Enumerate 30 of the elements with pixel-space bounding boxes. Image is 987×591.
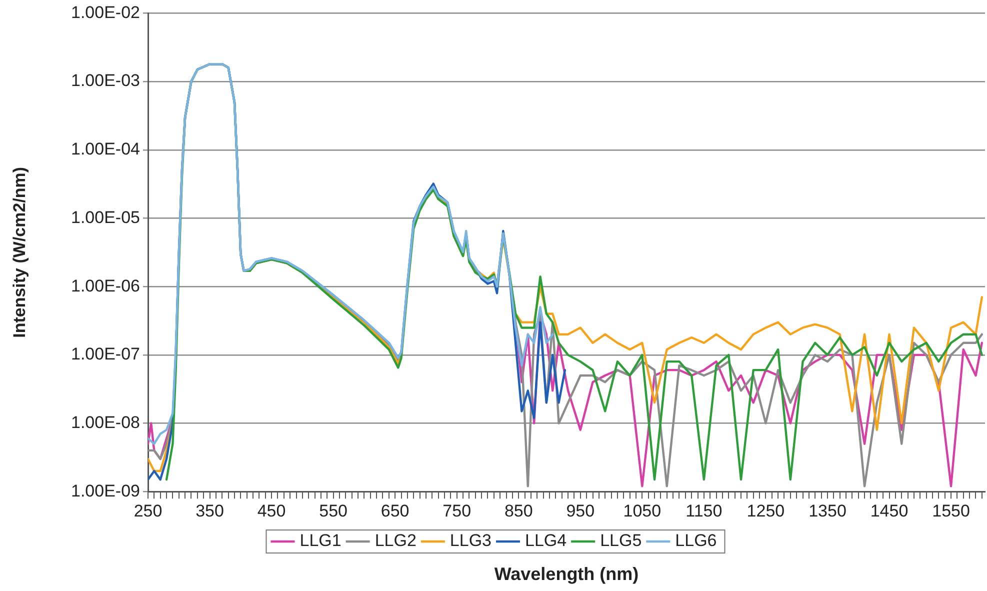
x-tick-label: 1350 — [808, 501, 846, 520]
x-tick-label: 550 — [319, 501, 348, 520]
x-tick-label: 1550 — [932, 501, 970, 520]
x-tick-label: 950 — [566, 501, 595, 520]
legend-label: LLG3 — [450, 531, 492, 550]
y-tick-label: 1.00E-08 — [71, 412, 140, 432]
legend-label: LLG4 — [525, 531, 567, 550]
x-tick-label: 750 — [442, 501, 472, 520]
x-tick-label: 450 — [257, 501, 286, 520]
x-tick-label: 250 — [134, 501, 162, 520]
x-tick-label: 1050 — [623, 501, 662, 520]
x-tick-label: 650 — [380, 501, 410, 520]
x-tick-label: 350 — [196, 501, 224, 520]
y-tick-label: 1.00E-07 — [71, 344, 140, 364]
x-tick-label: 850 — [504, 501, 533, 520]
x-axis-title: Wavelength (nm) — [493, 564, 640, 585]
legend-label: LLG6 — [675, 531, 717, 550]
legend-label: LLG2 — [374, 531, 416, 550]
legend-label: LLG1 — [300, 531, 342, 550]
y-tick-label: 1.00E-03 — [71, 71, 140, 90]
y-tick-label: 1.00E-05 — [71, 208, 140, 227]
y-tick-label: 1.00E-02 — [71, 2, 140, 22]
x-tick-label: 1450 — [870, 501, 908, 520]
x-tick-label: 1150 — [686, 501, 722, 520]
legend-label: LLG5 — [600, 531, 642, 550]
y-tick-label: 1.00E-09 — [71, 481, 140, 500]
y-tick-label: 1.00E-06 — [71, 276, 140, 296]
x-tick-label: 1250 — [746, 501, 785, 520]
y-axis-title: Intensity (W/cm2/nm) — [10, 166, 29, 338]
y-tick-label: 1.00E-04 — [71, 140, 140, 159]
